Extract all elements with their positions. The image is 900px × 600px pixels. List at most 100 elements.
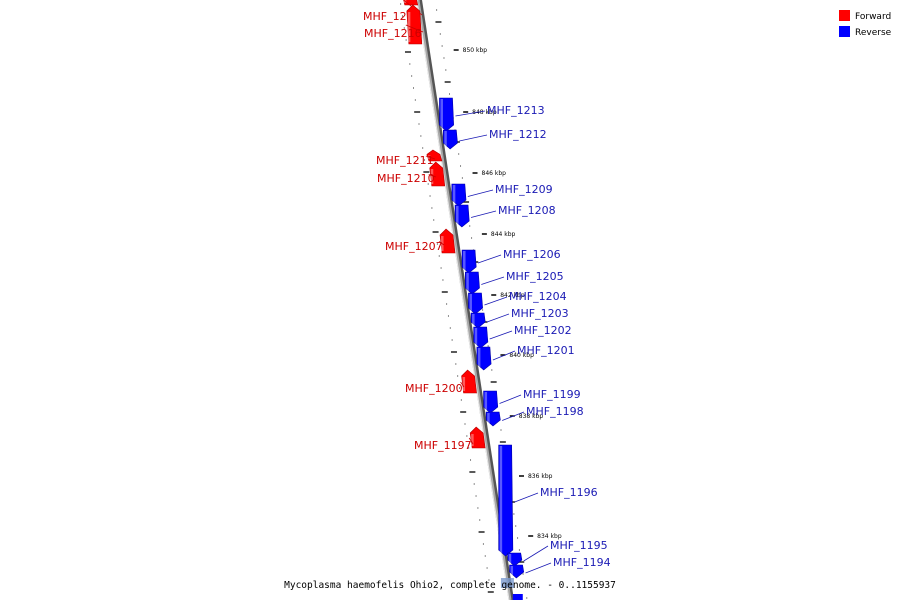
partial-gene-glyph (512, 594, 523, 600)
legend-label-forward: Forward (855, 12, 891, 22)
gene-mhf-1211[interactable]: MHF_1211 (376, 149, 443, 167)
gene-leader-line (470, 210, 497, 218)
backbone-line (416, 0, 512, 600)
gene-mhf-1210[interactable]: MHF_1210 (377, 161, 446, 187)
gene-leader-line (477, 254, 502, 264)
gene-leader-line (481, 276, 505, 285)
gene-leader-line (484, 296, 508, 306)
gene-glyph-highlight (484, 392, 488, 410)
gene-mhf-1216[interactable]: MHF_1216 (364, 4, 424, 45)
gene-mhf-1209[interactable]: MHF_1209 (451, 183, 553, 207)
gene-glyph (468, 292, 483, 315)
gene-mhf-1201[interactable]: MHF_1201 (476, 344, 575, 371)
gene-glyph-highlight (440, 99, 443, 128)
gene-leader-line (499, 394, 522, 404)
gene-mhf-1212[interactable]: MHF_1212 (443, 128, 547, 150)
gene-label: MHF_1203 (511, 307, 569, 320)
gene-leader-line (514, 492, 539, 503)
gene-label: MHF_1198 (526, 405, 584, 418)
reverse-swatch (839, 26, 850, 37)
gene-leader-line (438, 241, 445, 246)
partial-gene-glyph (500, 578, 514, 588)
gene-label: MHF_1217 (363, 10, 421, 23)
gene-label: MHF_1208 (498, 204, 556, 217)
gene-label: MHF_1202 (514, 324, 572, 337)
gene-glyph (470, 312, 486, 329)
gene-mhf-1205[interactable]: MHF_1205 (465, 270, 564, 295)
gene-glyph-highlight (430, 169, 434, 184)
gene-leader-line (455, 110, 486, 117)
gene-glyph (429, 161, 446, 187)
gene-glyph (483, 390, 499, 414)
gene-mhf-1207[interactable]: MHF_1207 (385, 228, 456, 254)
gene-glyph-highlight (407, 12, 411, 42)
backbone-highlight (416, 0, 510, 600)
forward-swatch (839, 10, 850, 21)
gene-label: MHF_1195 (550, 539, 608, 552)
gene-glyph (485, 411, 501, 427)
gene-label: MHF_1200 (405, 382, 463, 395)
gene-mhf-1194[interactable]: MHF_1194 (509, 556, 611, 579)
gene-leader-line (502, 411, 525, 421)
gene-mhf-1200[interactable]: MHF_1200 (405, 369, 477, 395)
gene-label: MHF_1216 (364, 27, 422, 40)
gene-glyph (426, 149, 443, 162)
gene-glyph (473, 326, 489, 349)
gene-glyph (439, 97, 454, 132)
gene-mhf-1202[interactable]: MHF_1202 (473, 324, 572, 349)
gene-glyph (406, 4, 423, 45)
gene-label: MHF_1197 (414, 439, 472, 452)
gene-glyph (451, 183, 467, 207)
gene-label: MHF_1201 (517, 344, 575, 357)
gene-mhf-1204[interactable]: MHF_1204 (468, 290, 567, 315)
gene-mhf-1206[interactable]: MHF_1206 (461, 248, 561, 274)
kbp-tick-label: 850 kbp (463, 47, 488, 54)
gene-leader-line (428, 174, 437, 178)
gene-leader-line (459, 134, 488, 142)
gene-mhf-1208[interactable]: MHF_1208 (454, 204, 556, 228)
gene-glyph-highlight (444, 131, 447, 146)
gene-mhf-1197[interactable]: MHF_1197 (414, 426, 486, 452)
genome-backbone (416, 0, 514, 600)
gene-glyph-highlight (456, 206, 459, 224)
legend-label-reverse: Reverse (855, 28, 892, 38)
gene-leader-line (405, 24, 424, 33)
gene-mhf-1195[interactable]: MHF_1195 (507, 539, 608, 567)
gene-label: MHF_1209 (495, 183, 553, 196)
gene-glyph-highlight (471, 434, 474, 446)
gene-glyph (465, 271, 480, 295)
gene-glyph-highlight (477, 348, 481, 367)
legend-item-reverse[interactable]: Reverse (839, 26, 892, 38)
gene-leader-line (486, 313, 510, 323)
gene-leader-line (425, 155, 436, 160)
kbp-tick-label: 836 kbp (528, 473, 553, 480)
gene-glyph (509, 564, 525, 579)
gene-label: MHF_1212 (489, 128, 547, 141)
backbone-shadow (418, 0, 514, 600)
gene-leader-line (525, 562, 552, 574)
gene-glyph-highlight (499, 446, 503, 553)
gene-leader-line (523, 545, 549, 562)
legend-item-forward[interactable]: Forward (839, 10, 891, 22)
gene-mhf-1199[interactable]: MHF_1199 (483, 388, 581, 414)
kbp-tick-label: 844 kbp (491, 231, 516, 238)
gene-glyph (469, 426, 486, 449)
genome-caption: Mycoplasma haemofelis Ohio2, complete ge… (284, 580, 616, 591)
gene-glyph-highlight (472, 314, 475, 325)
gene-mhf-1198[interactable]: MHF_1198 (485, 405, 584, 427)
gene-mhf-1203[interactable]: MHF_1203 (470, 307, 569, 329)
gene-mhf-1196[interactable]: MHF_1196 (498, 444, 598, 557)
gene-label: MHF_1205 (506, 270, 564, 283)
gene-glyph (443, 129, 458, 150)
gene-leader-line (489, 330, 513, 340)
kbp-tick-label: 842 kbp (500, 292, 525, 299)
gene-leader-line (492, 350, 516, 361)
genes: MHF_1217 MHF_1216 MHF_1213 MHF_1212 MHF_1211… (363, 0, 611, 600)
gene-glyph (476, 346, 492, 371)
gene-mhf-1213[interactable]: MHF_1213 (439, 97, 545, 132)
gene-label: MHF_1194 (553, 556, 611, 569)
gene-label: MHF_1204 (509, 290, 567, 303)
gene-glyph-highlight (510, 566, 514, 575)
gene-leader-line (467, 189, 494, 197)
